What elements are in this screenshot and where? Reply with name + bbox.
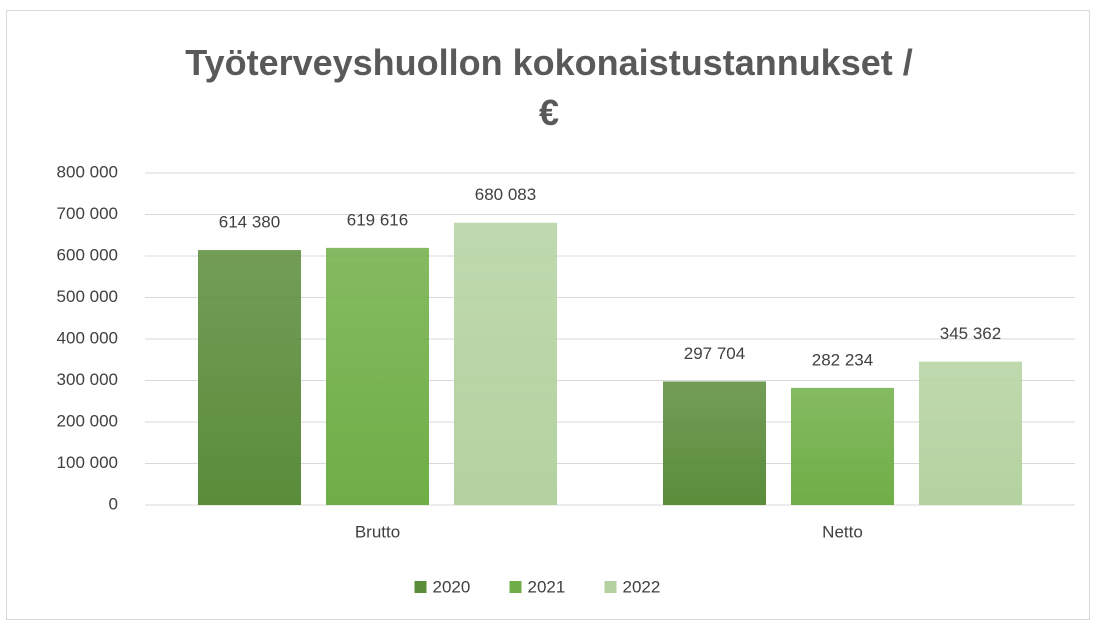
y-tick-label: 500 000: [57, 287, 118, 306]
y-tick-label: 600 000: [57, 245, 118, 264]
y-tick-label: 300 000: [57, 370, 118, 389]
legend-label: 2020: [433, 577, 471, 596]
data-label: 297 704: [684, 344, 745, 363]
bar: [663, 381, 766, 505]
data-label: 345 362: [940, 324, 1001, 343]
legend-label: 2021: [528, 577, 566, 596]
y-tick-label: 100 000: [57, 453, 118, 472]
legend-swatch: [604, 581, 617, 593]
chart-frame: [6, 10, 1090, 620]
legend-label: 2022: [623, 577, 661, 596]
y-tick-label: 200 000: [57, 411, 118, 430]
y-tick-label: 700 000: [57, 204, 118, 223]
legend-swatch: [414, 581, 427, 593]
x-tick-label: Netto: [822, 522, 863, 541]
y-tick-label: 0: [109, 494, 118, 513]
data-label: 614 380: [219, 213, 280, 232]
data-label: 619 616: [347, 210, 408, 229]
legend-swatch: [509, 581, 522, 593]
bar: [454, 222, 557, 505]
x-tick-label: Brutto: [355, 522, 400, 541]
bar: [326, 247, 429, 505]
data-label: 282 234: [812, 350, 873, 369]
y-tick-label: 800 000: [57, 162, 118, 181]
data-label: 680 083: [475, 185, 536, 204]
bar: [919, 361, 1022, 505]
bar: [791, 387, 894, 505]
bar: [198, 250, 301, 505]
chart-title: Työterveyshuollon kokonaistustannukset /…: [185, 42, 913, 133]
y-tick-label: 400 000: [57, 328, 118, 347]
